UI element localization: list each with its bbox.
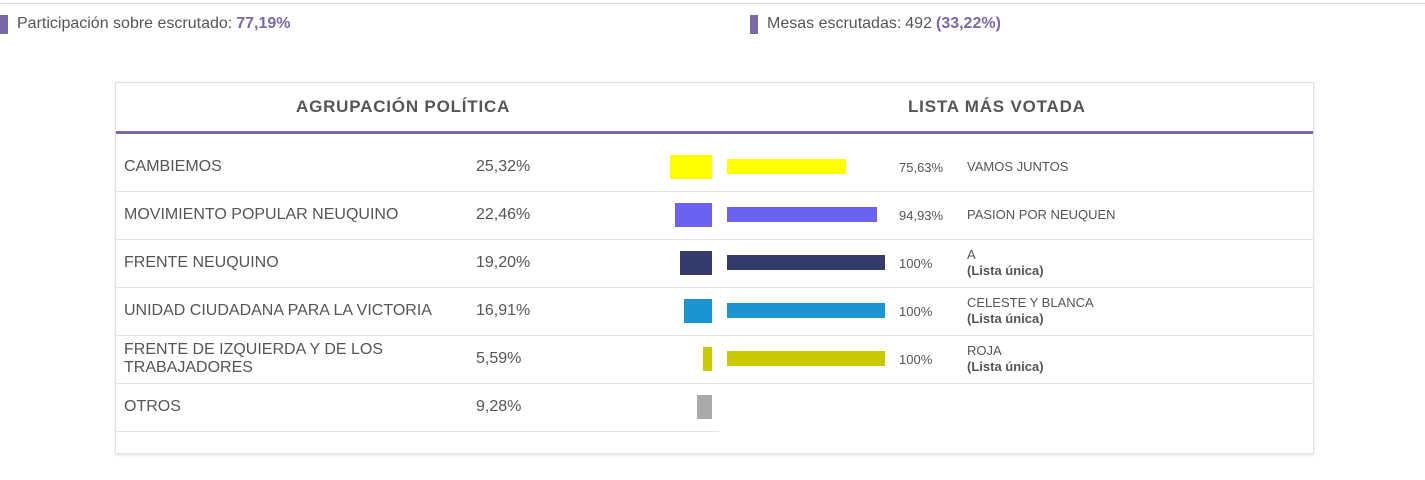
party-row: FRENTE DE IZQUIERDA Y DE LOS TRABAJADORE… (116, 335, 719, 384)
tables-marker-icon (750, 14, 758, 34)
results-card: AGRUPACIÓN POLÍTICA LISTA MÁS VOTADA CAM… (115, 82, 1314, 454)
party-name: FRENTE NEUQUINO (124, 254, 279, 271)
list-label: PASION POR NEUQUEN (967, 191, 1116, 239)
party-bar (670, 155, 712, 179)
party-percentage: 25,32% (476, 158, 531, 175)
participation-marker-icon (0, 14, 8, 34)
list-name: VAMOS JUNTOS (967, 159, 1069, 174)
party-name: UNIDAD CIUDADANA PARA LA VICTORIA (124, 302, 432, 319)
party-bar (703, 347, 712, 371)
header-most-voted-list: LISTA MÁS VOTADA (908, 97, 1086, 116)
list-bar (727, 255, 885, 270)
party-row: FRENTE NEUQUINO 19,20% (116, 239, 719, 288)
list-name: ROJA (967, 343, 1002, 358)
list-bar (727, 303, 885, 318)
party-name: MOVIMIENTO POPULAR NEUQUINO (124, 206, 399, 223)
list-row: 94,93% PASION POR NEUQUEN (719, 191, 1313, 240)
list-row: 100% A (Lista única) (719, 239, 1313, 288)
party-row: OTROS 9,28% (116, 383, 719, 432)
party-name: OTROS (124, 398, 181, 415)
participation-value: 77,19% (236, 15, 291, 32)
header-rule (116, 131, 1313, 134)
list-bar (727, 207, 877, 222)
party-bar (684, 299, 712, 323)
list-percentage: 100% (899, 351, 933, 367)
list-row: 75,63% VAMOS JUNTOS (719, 143, 1313, 192)
list-label: A (Lista única) (967, 239, 1044, 287)
list-row: 100% CELESTE Y BLANCA (Lista única) (719, 287, 1313, 336)
list-name: CELESTE Y BLANCA (967, 295, 1094, 310)
party-percentage: 16,91% (476, 302, 531, 319)
participation-stat: Participación sobre escrutado: 77,19% (0, 12, 291, 36)
list-label: VAMOS JUNTOS (967, 143, 1068, 191)
list-bar (727, 159, 846, 174)
tables-label: Mesas escrutadas: (767, 15, 902, 32)
list-bar (727, 351, 885, 366)
tables-count: 492 (905, 15, 932, 32)
tables-stat: Mesas escrutadas: 492 (33,22%) (750, 12, 1001, 36)
list-percentage: 100% (899, 255, 933, 271)
header-political-group: AGRUPACIÓN POLÍTICA (296, 97, 511, 116)
list-percentage: 100% (899, 303, 933, 319)
party-name: CAMBIEMOS (124, 158, 222, 175)
list-row: 100% ROJA (Lista única) (719, 335, 1313, 384)
list-subtitle: (Lista única) (967, 263, 1044, 278)
party-row: UNIDAD CIUDADANA PARA LA VICTORIA 16,91% (116, 287, 719, 336)
party-percentage: 22,46% (476, 206, 531, 223)
party-name: FRENTE DE IZQUIERDA Y DE LOS TRABAJADORE… (124, 341, 384, 376)
party-row: CAMBIEMOS 25,32% (116, 143, 719, 192)
list-subtitle: (Lista única) (967, 359, 1044, 374)
party-row: MOVIMIENTO POPULAR NEUQUINO 22,46% (116, 191, 719, 240)
list-percentage: 75,63% (899, 159, 944, 175)
list-name: PASION POR NEUQUEN (967, 207, 1116, 222)
tables-value: (33,22%) (935, 15, 1001, 32)
party-percentage: 19,20% (476, 254, 531, 271)
party-bar (697, 395, 712, 419)
party-bar (680, 251, 712, 275)
list-name: A (967, 247, 976, 262)
list-subtitle: (Lista única) (967, 311, 1044, 326)
list-percentage: 94,93% (899, 207, 944, 223)
party-bar (675, 203, 712, 227)
party-percentage: 5,59% (476, 350, 522, 367)
top-divider (0, 3, 1425, 4)
list-label: CELESTE Y BLANCA (Lista única) (967, 287, 1094, 335)
list-label: ROJA (Lista única) (967, 335, 1044, 383)
party-percentage: 9,28% (476, 398, 522, 415)
participation-label: Participación sobre escrutado: (17, 15, 233, 32)
